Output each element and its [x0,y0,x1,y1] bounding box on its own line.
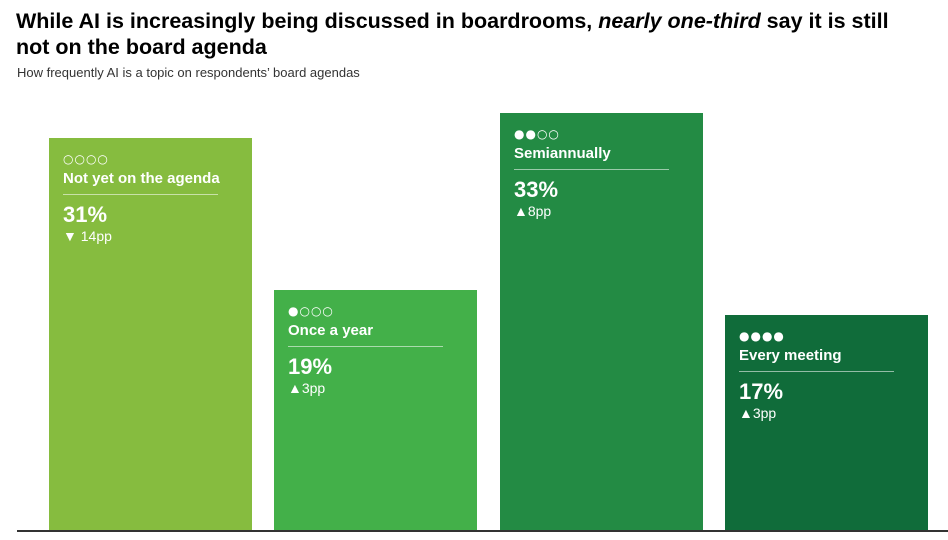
data-label: 31% [63,202,108,227]
change-label: ▲3pp [288,380,326,396]
category-label: Not yet on the agenda [63,170,220,187]
frequency-dots-icon: ●●○○ [514,127,560,141]
data-label: 17% [739,379,784,404]
frequency-dots-icon: ○○○○ [63,152,109,166]
data-label: 19% [288,354,333,379]
frequency-dots-icon: ●○○○ [288,304,334,318]
bar: ○○○○ Not yet on the agenda 31% ▼ 14pp [49,138,252,530]
bar: ●●○○ Semiannually 33% ▲8pp [500,113,703,530]
change-label: ▲3pp [739,405,777,421]
x-axis-line [17,530,948,532]
category-label: Every meeting [739,347,842,364]
change-label: ▼ 14pp [63,228,112,244]
bar: ●○○○ Once a year 19% ▲3pp [274,290,477,530]
category-label: Semiannually [514,145,611,162]
category-label: Once a year [288,322,374,339]
bar: ●●●● Every meeting 17% ▲3pp [725,315,928,530]
change-label: ▲8pp [514,203,552,219]
chart-subtitle: How frequently AI is a topic on responde… [17,65,360,80]
label-divider [514,169,669,170]
frequency-dots-icon: ●●●● [739,329,785,343]
data-label: 33% [514,177,559,202]
label-divider [739,371,894,372]
label-divider [288,346,443,347]
label-divider [63,194,218,195]
chart-title: While AI is increasingly being discussed… [16,9,889,59]
